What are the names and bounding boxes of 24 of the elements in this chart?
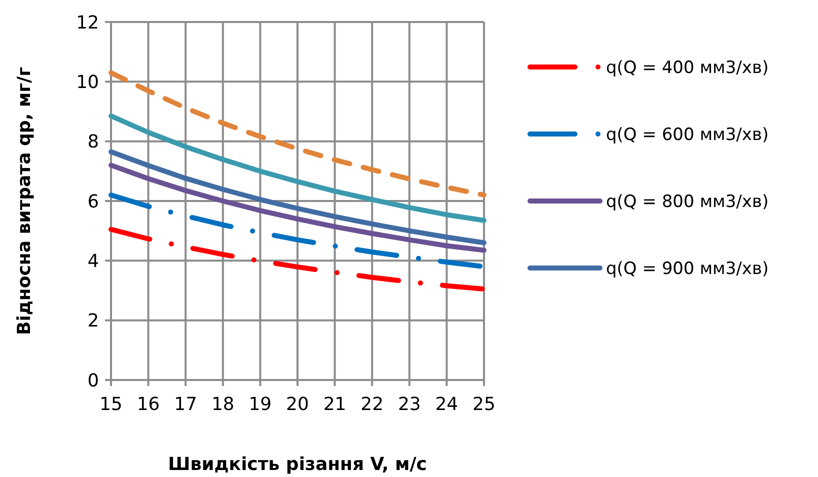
x-tick-label: 25 — [472, 394, 496, 415]
x-tick-label: 16 — [136, 394, 160, 415]
x-tick-label: 17 — [174, 394, 198, 415]
x-tick-label: 18 — [211, 394, 234, 415]
legend-label: q(Q = 400 мм3/хв) — [606, 58, 769, 78]
legend-label: q(Q = 900 мм3/хв) — [606, 258, 769, 279]
legend-label: q(Q = 800 мм3/хв) — [606, 192, 769, 212]
y-tick-label: 6 — [88, 191, 99, 212]
x-tick-label: 21 — [323, 394, 346, 415]
x-tick-label: 19 — [248, 394, 272, 415]
y-tick-label: 4 — [88, 250, 99, 272]
x-tick-label: 20 — [286, 394, 309, 415]
y-tick-label: 0 — [88, 370, 99, 392]
y-axis-title: Відносна витрата qp, мг/г — [14, 66, 35, 336]
x-axis-title: Швидкість різання V, м/с — [168, 454, 427, 475]
y-tick-label: 10 — [76, 72, 99, 93]
y-tick-label: 2 — [88, 310, 99, 332]
y-tick-label: 12 — [76, 12, 99, 34]
x-tick-label: 22 — [360, 394, 384, 415]
y-tick-label: 8 — [88, 132, 99, 153]
x-tick-label: 15 — [100, 394, 122, 415]
x-tick-label: 24 — [435, 394, 458, 415]
legend-label: q(Q = 600 мм3/хв) — [606, 124, 769, 145]
x-tick-label: 23 — [398, 394, 421, 415]
